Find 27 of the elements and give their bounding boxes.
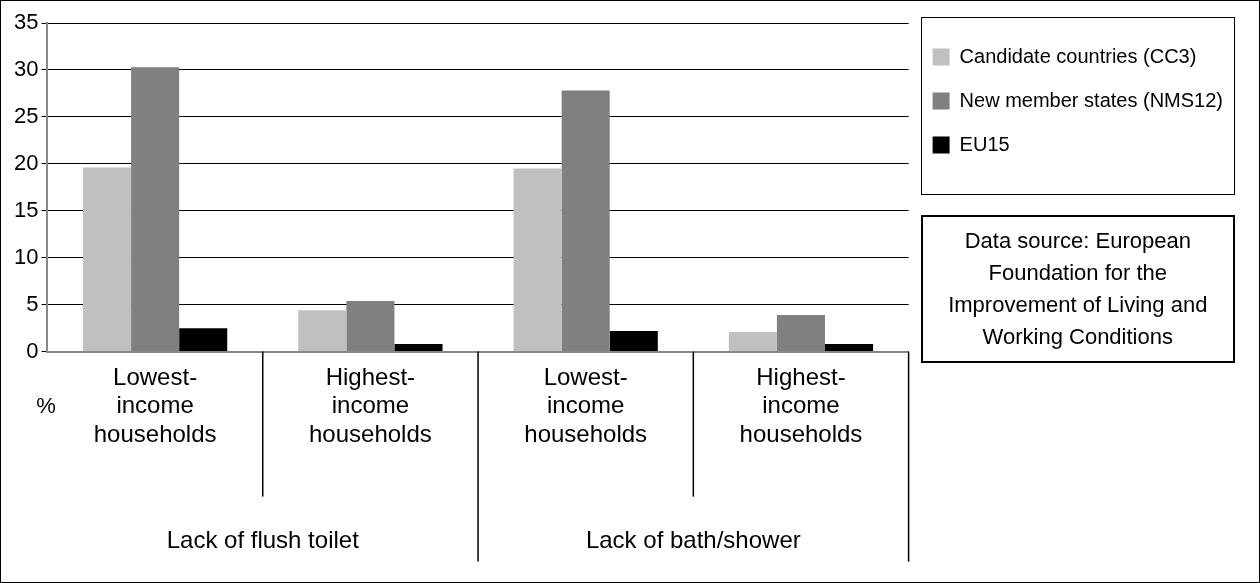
bar <box>609 330 658 352</box>
bar <box>825 344 874 352</box>
y-tick-label: 10 <box>13 243 39 269</box>
y-tick-label: 25 <box>13 102 39 128</box>
bar <box>394 344 443 352</box>
source-note: Data source: European Foundation for the Improvement of Living and Working Conditions <box>920 215 1235 363</box>
x-tick-label: Lowest-income households <box>524 362 648 448</box>
x-tick-label: Highest-income households <box>739 362 863 448</box>
bar <box>179 328 228 352</box>
bar <box>513 168 562 352</box>
legend-label: EU15 <box>959 132 1010 155</box>
bar <box>728 331 777 352</box>
y-tick-label: 30 <box>13 56 39 82</box>
x-tick-label: Highest-income households <box>309 362 432 448</box>
y-axis-title: % <box>36 392 56 418</box>
legend-label: New member states (NMS12) <box>959 88 1224 111</box>
bar <box>298 310 347 352</box>
y-tick-label: 35 <box>13 9 39 35</box>
text: Lack of bath/shower <box>585 526 801 554</box>
legend-label: Candidate countries (CC3) <box>959 44 1197 67</box>
y-tick-label: 20 <box>13 149 39 175</box>
y-tick-label: 15 <box>13 196 39 222</box>
bar <box>82 167 132 352</box>
y-tick-label: 0 <box>26 337 39 363</box>
y-tick-label: 5 <box>26 290 39 316</box>
text: Lack of flush toilet <box>166 526 360 554</box>
x-tick-label: Lowest-income households <box>93 362 217 448</box>
